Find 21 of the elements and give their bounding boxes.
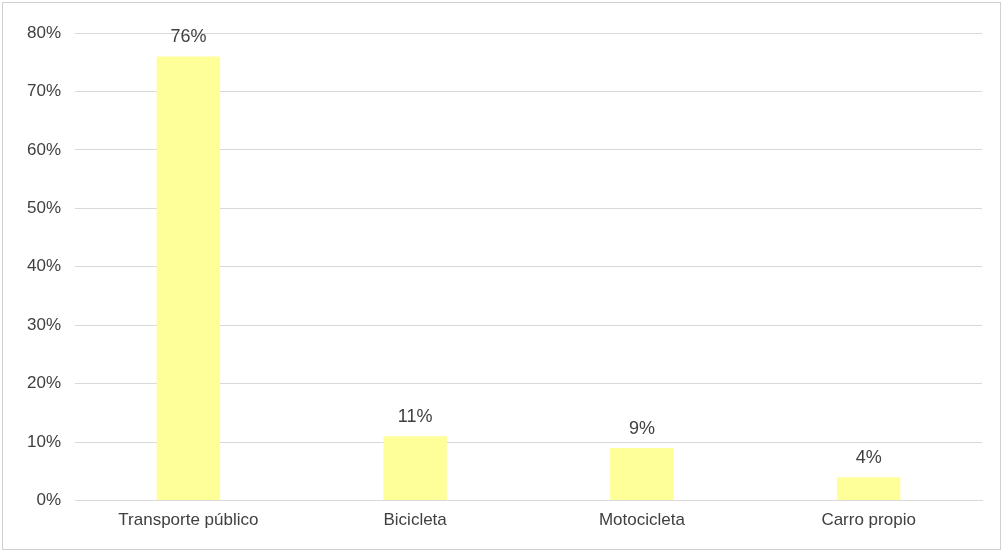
data-label: 11% <box>397 406 433 427</box>
data-label: 4% <box>855 447 882 468</box>
bar <box>383 436 447 501</box>
y-tick-label: 80% <box>26 22 62 42</box>
y-tick-label: 0% <box>36 490 62 510</box>
y-tick-label: 10% <box>26 431 62 451</box>
x-tick-label: Motocicleta <box>598 510 686 530</box>
y-tick-label: 70% <box>26 81 62 101</box>
y-tick-label: 40% <box>26 256 62 276</box>
y-tick-label: 50% <box>26 198 62 218</box>
bar <box>156 56 221 501</box>
data-label: 9% <box>628 417 655 438</box>
y-tick-label: 20% <box>26 373 62 393</box>
data-label: 76% <box>170 26 207 47</box>
x-tick-label: Carro propio <box>821 510 916 530</box>
bar <box>610 448 674 501</box>
x-tick-label: Bicicleta <box>383 510 448 530</box>
bar <box>836 477 901 501</box>
y-tick-label: 30% <box>26 314 62 334</box>
y-tick-label: 60% <box>26 139 62 159</box>
x-tick-label: Transporte público <box>118 510 259 530</box>
